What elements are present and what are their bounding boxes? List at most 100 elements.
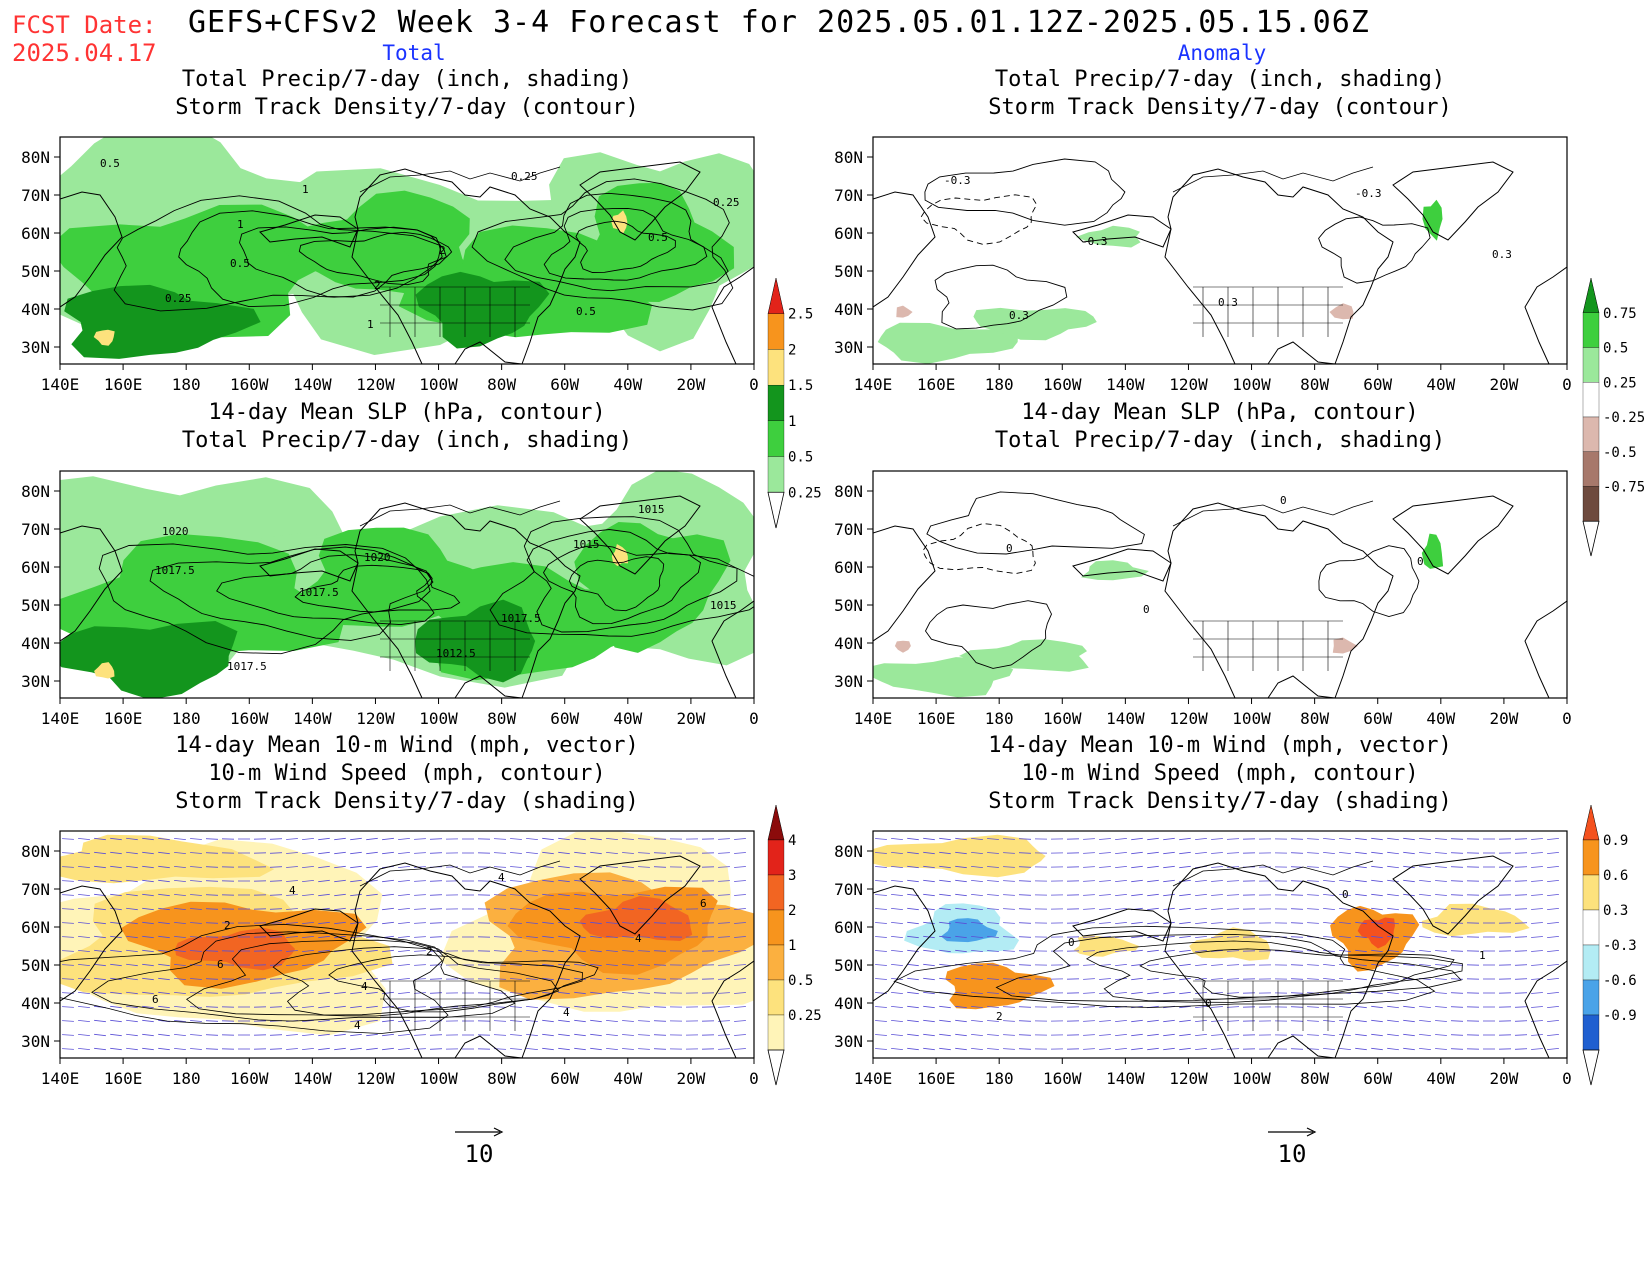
lat-tick-label: 60N <box>21 224 50 243</box>
contour-label: 0.25 <box>165 292 192 305</box>
colorbar-tick-label: 0.75 <box>1603 306 1637 322</box>
lon-tick-label: 60W <box>1363 1069 1392 1088</box>
lon-tick-label: 20W <box>676 375 705 394</box>
panel-title-line: 14-day Mean 10-m Wind (mph, vector) <box>988 733 1452 758</box>
lat-tick-label: 70N <box>834 186 863 205</box>
lon-tick-label: 80W <box>487 1069 516 1088</box>
lon-tick-label: 0 <box>1562 709 1572 728</box>
contour-label: 6 <box>152 993 159 1006</box>
lon-tick-label: 20W <box>676 709 705 728</box>
lon-tick-label: 80W <box>1300 375 1329 394</box>
lat-tick-label: 80N <box>834 148 863 167</box>
lon-tick-label: 140E <box>854 709 893 728</box>
contour-label: 0.3 <box>1009 309 1029 322</box>
map-panel-p5: 14-day Mean 10-m Wind (mph, vector) 10-m … <box>21 733 759 1088</box>
lon-tick-label: 120W <box>356 1069 395 1088</box>
map-field: 0 0 0 0 <box>873 491 1567 698</box>
lon-tick-label: 120W <box>1169 1069 1208 1088</box>
lon-tick-label: 0 <box>749 709 759 728</box>
lon-tick-label: 160W <box>1043 375 1082 394</box>
contour-label: -0.3 <box>1081 235 1108 248</box>
lat-tick-label: 60N <box>834 918 863 937</box>
lon-tick-label: 100W <box>1232 375 1271 394</box>
colorbar-tick-label: 0.5 <box>1603 341 1628 357</box>
map-field: -0.3 -0.3 0.3 -0.3 0.3 0.3 <box>873 158 1567 364</box>
colorbar-cb3: 4 3 2 1 0.5 0.25 <box>767 804 822 1086</box>
lat-tick-label: 30N <box>834 672 863 691</box>
lat-tick-label: 50N <box>834 262 863 281</box>
lon-tick-label: 120W <box>1169 375 1208 394</box>
lon-tick-label: 0 <box>749 1069 759 1088</box>
lat-tick-label: 60N <box>834 224 863 243</box>
lat-tick-label: 50N <box>21 956 50 975</box>
lon-tick-label: 140W <box>293 375 332 394</box>
contour-label: 1020 <box>162 525 189 538</box>
colorbar-tick-label: 0.25 <box>788 485 822 501</box>
contour-label: 0.3 <box>1492 248 1512 261</box>
lat-tick-label: 60N <box>21 918 50 937</box>
map-frame <box>59 830 755 1059</box>
lon-tick-label: 160W <box>230 375 269 394</box>
lon-tick-label: 180 <box>172 1069 201 1088</box>
lat-tick-label: 80N <box>834 842 863 861</box>
panel-title-line: Storm Track Density/7-day (shading) <box>175 789 639 814</box>
contour-label: 4 <box>361 980 368 993</box>
lon-tick-label: 140W <box>293 1069 332 1088</box>
lat-tick-label: 40N <box>834 634 863 653</box>
panel-title-line: Storm Track Density/7-day (contour) <box>988 95 1452 120</box>
lon-tick-label: 80W <box>487 375 516 394</box>
contour-label: 1 <box>237 218 244 231</box>
lon-tick-label: 160W <box>1043 709 1082 728</box>
lat-tick-label: 70N <box>834 520 863 539</box>
colorbar-tick-label: 0.5 <box>788 973 813 989</box>
map-field: 0.5 1 2 0.25 0.5 0.25 1 2 0.5 0.25 0.5 1 <box>60 137 754 364</box>
colorbar-tick-label: 0.3 <box>1603 903 1628 919</box>
panel-title-line: Total Precip/7-day (inch, shading) <box>182 428 632 453</box>
colorbar-tick-label: 2 <box>788 342 796 358</box>
lon-tick-label: 160E <box>917 375 956 394</box>
lon-tick-label: 160E <box>917 1069 956 1088</box>
colorbar-tick-label: -0.25 <box>1603 410 1645 426</box>
contour-label: 4 <box>563 1006 570 1019</box>
lon-tick-label: 20W <box>1489 1069 1518 1088</box>
panel-title-line: Storm Track Density/7-day (contour) <box>175 95 639 120</box>
lat-tick-label: 50N <box>834 596 863 615</box>
map-frame <box>872 136 1568 365</box>
map-panel-p2: Total Precip/7-day (inch, shading) Storm … <box>834 67 1572 394</box>
wind-vector-field <box>62 837 746 1051</box>
colorbar-tick-label: 4 <box>788 833 796 849</box>
wind-vector-field <box>875 837 1559 1051</box>
lon-tick-label: 140W <box>1106 709 1145 728</box>
lat-tick-label: 60N <box>21 558 50 577</box>
map-frame <box>59 136 755 365</box>
lon-tick-label: 80W <box>1300 1069 1329 1088</box>
map-frame <box>872 830 1568 1059</box>
contour-label: 6 <box>700 897 707 910</box>
colorbar-cb4: 0.9 0.6 0.3 -0.3 -0.6 -0.9 <box>1582 804 1637 1086</box>
contour-label: 0.25 <box>511 170 538 183</box>
contour-label: -0.3 <box>1355 187 1382 200</box>
colorbar-tick-label: -0.3 <box>1603 938 1637 954</box>
contour-label: 4 <box>635 932 642 945</box>
lon-tick-label: 160W <box>1043 1069 1082 1088</box>
contour-label: -0.3 <box>944 174 971 187</box>
contour-label: 1 <box>302 183 309 196</box>
contour-label: 0.25 <box>713 196 740 209</box>
colorbar-tick-label: 0.5 <box>788 450 813 466</box>
contour-label: 0.5 <box>576 305 596 318</box>
lon-tick-label: 140E <box>854 1069 893 1088</box>
contour-label: 0.3 <box>1218 296 1238 309</box>
lat-tick-label: 60N <box>834 558 863 577</box>
lon-tick-label: 100W <box>419 375 458 394</box>
lat-tick-label: 30N <box>834 1032 863 1051</box>
panel-title-line: Total Precip/7-day (inch, shading) <box>995 67 1445 92</box>
contour-label: 1 <box>367 318 374 331</box>
colorbar-tick-label: 2 <box>788 903 796 919</box>
contour-label: 0 <box>1068 936 1075 949</box>
column-label-anomaly: Anomaly <box>1178 41 1267 65</box>
contour-label: 4 <box>354 1019 361 1032</box>
lat-tick-label: 50N <box>21 596 50 615</box>
reference-vector-label: 10 <box>1278 1140 1307 1168</box>
contour-label: 0.5 <box>100 157 120 170</box>
